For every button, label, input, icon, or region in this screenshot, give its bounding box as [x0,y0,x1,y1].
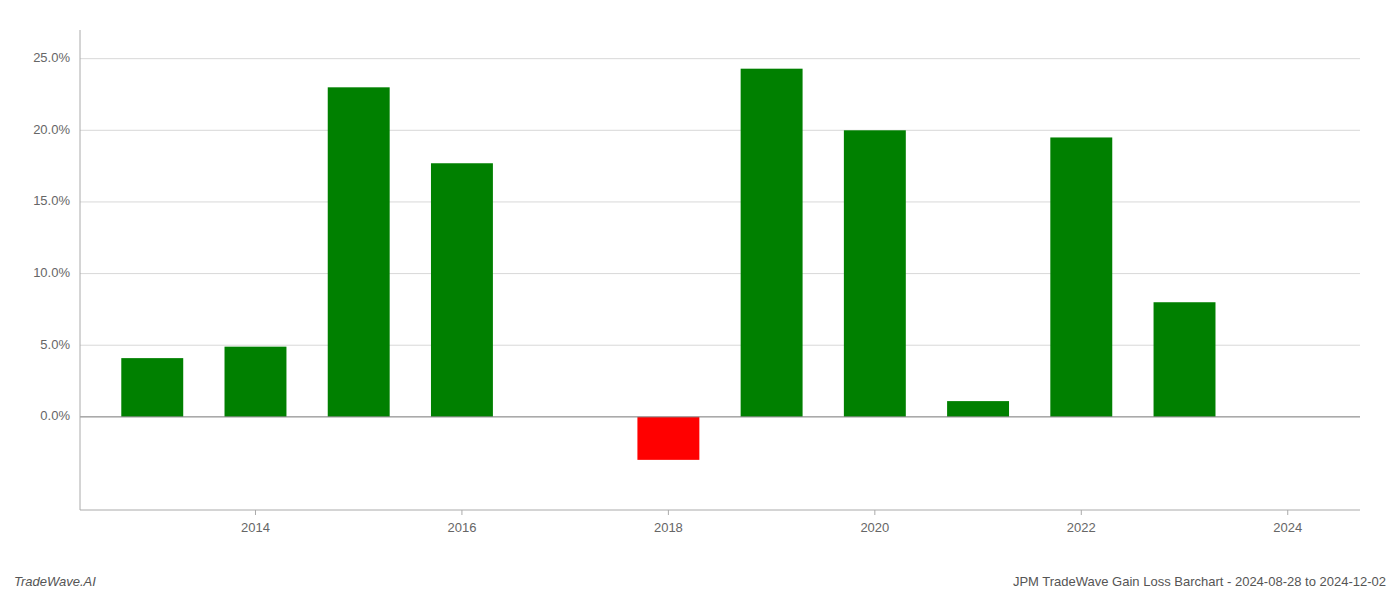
chart-svg: 0.0% 5.0% 10.0% 15.0% 20.0% 25.0% 2014 2016 2018… [0,0,1400,600]
x-tick-label: 2016 [447,520,476,535]
x-tick-label: 2022 [1067,520,1096,535]
bar [1154,302,1216,417]
x-tick [874,510,875,515]
background [0,0,1400,600]
bar [225,347,287,417]
x-tick [255,510,256,515]
x-tick-label: 2014 [241,520,270,535]
grid-line [80,130,1360,131]
y-grid [80,59,1360,417]
y-tick-label: 25.0% [33,50,70,65]
bar [121,358,183,417]
x-tick [461,510,462,515]
x-axis-line [80,510,1360,511]
x-tick [668,510,669,515]
bar [844,130,906,417]
x-tick-label: 2024 [1273,520,1302,535]
y-axis-line [80,30,81,510]
bar [741,69,803,417]
grid-line [80,416,1360,417]
y-tick-label: 0.0% [40,408,70,423]
zero-line [80,416,1360,417]
x-tick-label: 2018 [654,520,683,535]
y-tick-label: 15.0% [33,193,70,208]
x-tick [1287,510,1288,515]
bars [121,69,1215,460]
bar [1050,137,1112,416]
y-tick-labels: 0.0% 5.0% 10.0% 15.0% 20.0% 25.0% [33,50,70,423]
footer-right: JPM TradeWave Gain Loss Barchart - 2024-… [1013,574,1386,589]
footer-left: TradeWave.AI [14,574,96,589]
y-tick-label: 20.0% [33,122,70,137]
bar [947,401,1009,417]
grid-line [80,201,1360,202]
y-tick-label: 5.0% [40,337,70,352]
bar [328,87,390,417]
bar [431,163,493,417]
y-tick-label: 10.0% [33,265,70,280]
x-tick [1081,510,1082,515]
grid-line [80,273,1360,274]
bar [637,417,699,460]
x-tick-label: 2020 [860,520,889,535]
x-ticks: 2014 2016 2018 2020 2022 2024 [241,510,1302,535]
chart-container: 0.0% 5.0% 10.0% 15.0% 20.0% 25.0% 2014 2016 2018… [0,0,1400,600]
grid-line [80,58,1360,59]
